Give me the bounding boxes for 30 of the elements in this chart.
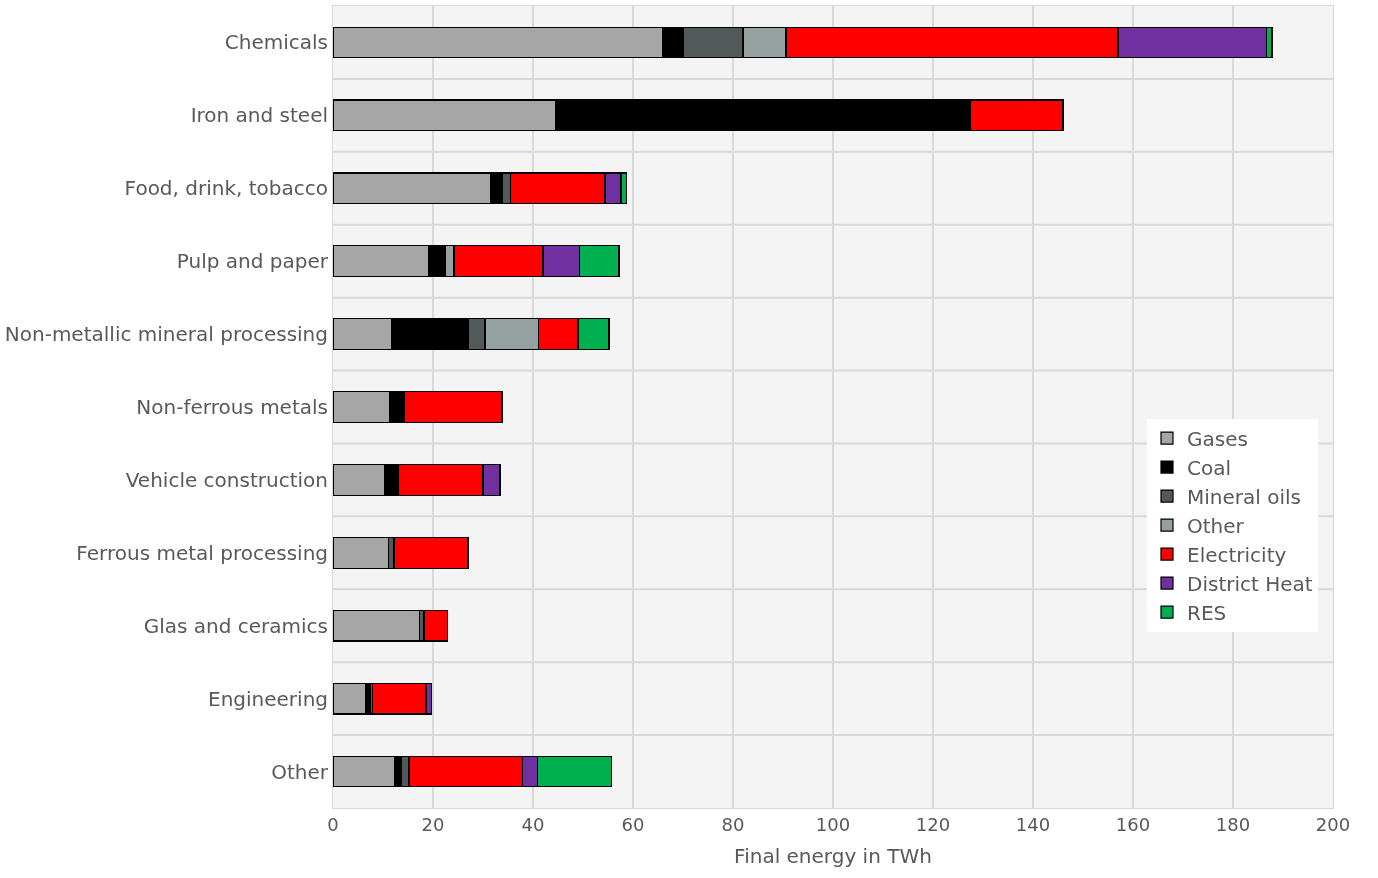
legend-label: Mineral oils — [1187, 484, 1301, 509]
y-tick-label: Vehicle construction — [125, 467, 328, 492]
x-tick-label: 20 — [421, 813, 445, 835]
legend-label: Coal — [1187, 455, 1232, 480]
x-tick-label: 120 — [915, 813, 951, 835]
x-tick-label: 60 — [621, 813, 645, 835]
legend-label: District Heat — [1187, 571, 1313, 596]
y-tick-label: Other — [271, 759, 329, 784]
y-tick-label: Food, drink, tobacco — [124, 176, 328, 201]
y-tick-label: Iron and steel — [190, 103, 328, 128]
y-tick-label: Engineering — [208, 686, 328, 711]
legend-label: Electricity — [1187, 542, 1287, 567]
y-tick-label: Chemicals — [224, 30, 328, 55]
y-tick-label: Pulp and paper — [176, 249, 329, 274]
x-tick-label: 0 — [327, 813, 339, 835]
legend-label: RES — [1187, 600, 1227, 625]
y-tick-label: Ferrous metal processing — [76, 540, 328, 565]
y-tick-label: Non-ferrous metals — [136, 395, 328, 419]
legend-label: Other — [1187, 513, 1245, 538]
x-tick-label: 180 — [1215, 813, 1251, 835]
x-tick-label: 100 — [815, 813, 851, 835]
x-tick-label: 40 — [521, 813, 545, 835]
x-tick-label: 80 — [721, 813, 745, 835]
x-tick-label: 200 — [1315, 813, 1351, 835]
legend-label: Gases — [1187, 426, 1248, 451]
y-tick-label: Non-metallic mineral processing — [4, 322, 328, 347]
x-tick-label: 160 — [1115, 813, 1151, 835]
x-tick-label: 140 — [1015, 813, 1051, 835]
y-tick-label: Glas and ceramics — [143, 613, 328, 638]
x-axis-title: Final energy in TWh — [734, 844, 932, 869]
